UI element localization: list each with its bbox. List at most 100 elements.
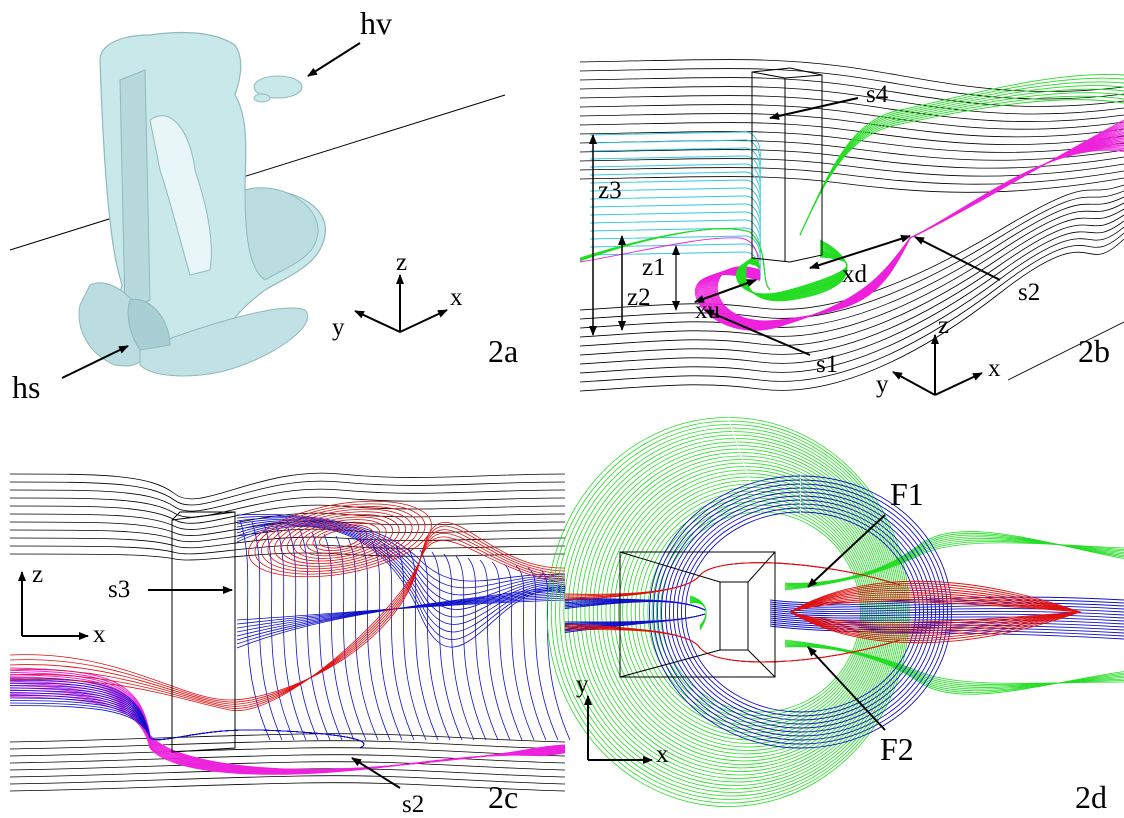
streamline <box>579 86 1124 115</box>
streamline <box>579 196 1124 329</box>
axis-triad-2b: z x y <box>876 312 1001 398</box>
streamline <box>9 536 566 549</box>
streamline <box>579 59 1124 92</box>
z2-label: z2 <box>627 284 651 311</box>
streamline <box>267 508 413 570</box>
streamline <box>239 519 271 741</box>
streamline <box>657 483 944 741</box>
streamline <box>579 232 1124 383</box>
streamline <box>661 487 940 737</box>
ground-edge-2b <box>1007 321 1124 381</box>
axis-x-label-2c: x <box>93 621 106 648</box>
streamline <box>407 547 439 741</box>
streamline <box>589 227 761 257</box>
streamline <box>799 99 1124 236</box>
axis-x-label-2b: x <box>988 355 1001 382</box>
magenta-streamlines-2c <box>9 667 566 775</box>
streamline <box>559 427 905 797</box>
streamline <box>630 487 874 737</box>
streamline <box>503 563 535 741</box>
streamline <box>769 599 1124 606</box>
streamline <box>589 235 761 265</box>
streamline <box>799 88 1124 236</box>
streamline <box>9 775 566 785</box>
streamline <box>589 195 761 225</box>
red-streamlines-2d <box>564 562 1082 663</box>
panel-2b: z3 z2 z1 xu xd s4 s2 s1 z x y 2b <box>579 59 1124 398</box>
z1-label: z1 <box>642 254 666 281</box>
streamline <box>236 522 566 625</box>
streamline <box>567 434 901 790</box>
streamline <box>579 190 1124 320</box>
streamline <box>579 208 1124 347</box>
streamline <box>579 176 1124 193</box>
axis-x-label: x <box>450 284 463 311</box>
streamline <box>605 466 885 758</box>
streamline <box>689 602 707 626</box>
s4-label: s4 <box>866 81 889 108</box>
panel-2c: s3 s2 z x 2c <box>9 472 571 818</box>
streamline <box>579 184 1124 311</box>
streamline <box>299 529 331 741</box>
streamline <box>9 677 365 749</box>
xd-label: xd <box>842 261 868 288</box>
cyan-streamlines-2b <box>589 131 761 281</box>
streamline <box>236 517 566 596</box>
xd-dimension <box>809 234 911 270</box>
streamline <box>589 139 761 169</box>
hv-label: hv <box>360 5 392 41</box>
streamline <box>515 565 547 741</box>
F1-arrow <box>807 514 886 588</box>
streamline <box>312 527 368 551</box>
s1-label: s1 <box>816 351 838 378</box>
streamline <box>643 497 869 727</box>
streamline <box>9 529 566 705</box>
streamline <box>665 491 936 733</box>
s2-arrow-2c <box>351 757 401 789</box>
streamline <box>715 121 1124 322</box>
streamline <box>651 504 865 720</box>
streamline <box>9 733 566 743</box>
panel-id-2d: 2d <box>1075 779 1107 815</box>
streamline <box>769 596 1124 604</box>
streamline <box>280 513 400 565</box>
streamline <box>9 552 566 561</box>
streamline <box>319 529 361 549</box>
streamline <box>589 131 761 161</box>
vortex-isosurface <box>78 31 326 377</box>
streamline <box>347 537 379 741</box>
streamline <box>589 163 761 193</box>
streamline <box>589 187 761 217</box>
streamline <box>589 211 761 241</box>
F1-label: F1 <box>890 476 924 512</box>
streamline <box>579 122 1124 146</box>
streamline <box>677 503 924 721</box>
streamline <box>293 519 387 559</box>
s1-arrow <box>704 309 811 356</box>
streamline <box>584 448 894 776</box>
streamline <box>579 202 1124 338</box>
streamline <box>649 475 952 749</box>
streamline <box>579 226 1124 374</box>
streamline <box>359 539 391 741</box>
s2-label-2c: s2 <box>402 791 424 818</box>
streamline <box>546 417 910 807</box>
streamline <box>9 761 566 771</box>
streamline <box>371 541 403 741</box>
streamline <box>589 203 761 233</box>
streamline <box>9 740 566 750</box>
streamline <box>274 511 406 567</box>
streamline <box>789 580 1082 644</box>
streamline <box>579 228 771 291</box>
streamline <box>248 500 432 578</box>
axis-y-label: y <box>332 314 345 341</box>
obstacle-box-2d <box>619 551 776 678</box>
streamline <box>681 507 920 717</box>
streamline <box>236 599 566 621</box>
streamline <box>588 452 892 772</box>
streamline <box>431 551 463 741</box>
streamline <box>236 520 566 610</box>
axis-z-label-2b: z <box>938 312 949 339</box>
ground-plane-line <box>9 94 506 251</box>
axis-y-label-2d: y <box>576 671 589 698</box>
